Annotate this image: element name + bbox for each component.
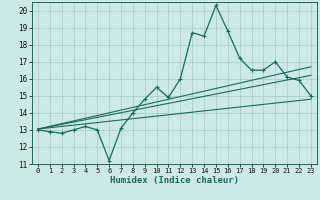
X-axis label: Humidex (Indice chaleur): Humidex (Indice chaleur) xyxy=(110,176,239,185)
